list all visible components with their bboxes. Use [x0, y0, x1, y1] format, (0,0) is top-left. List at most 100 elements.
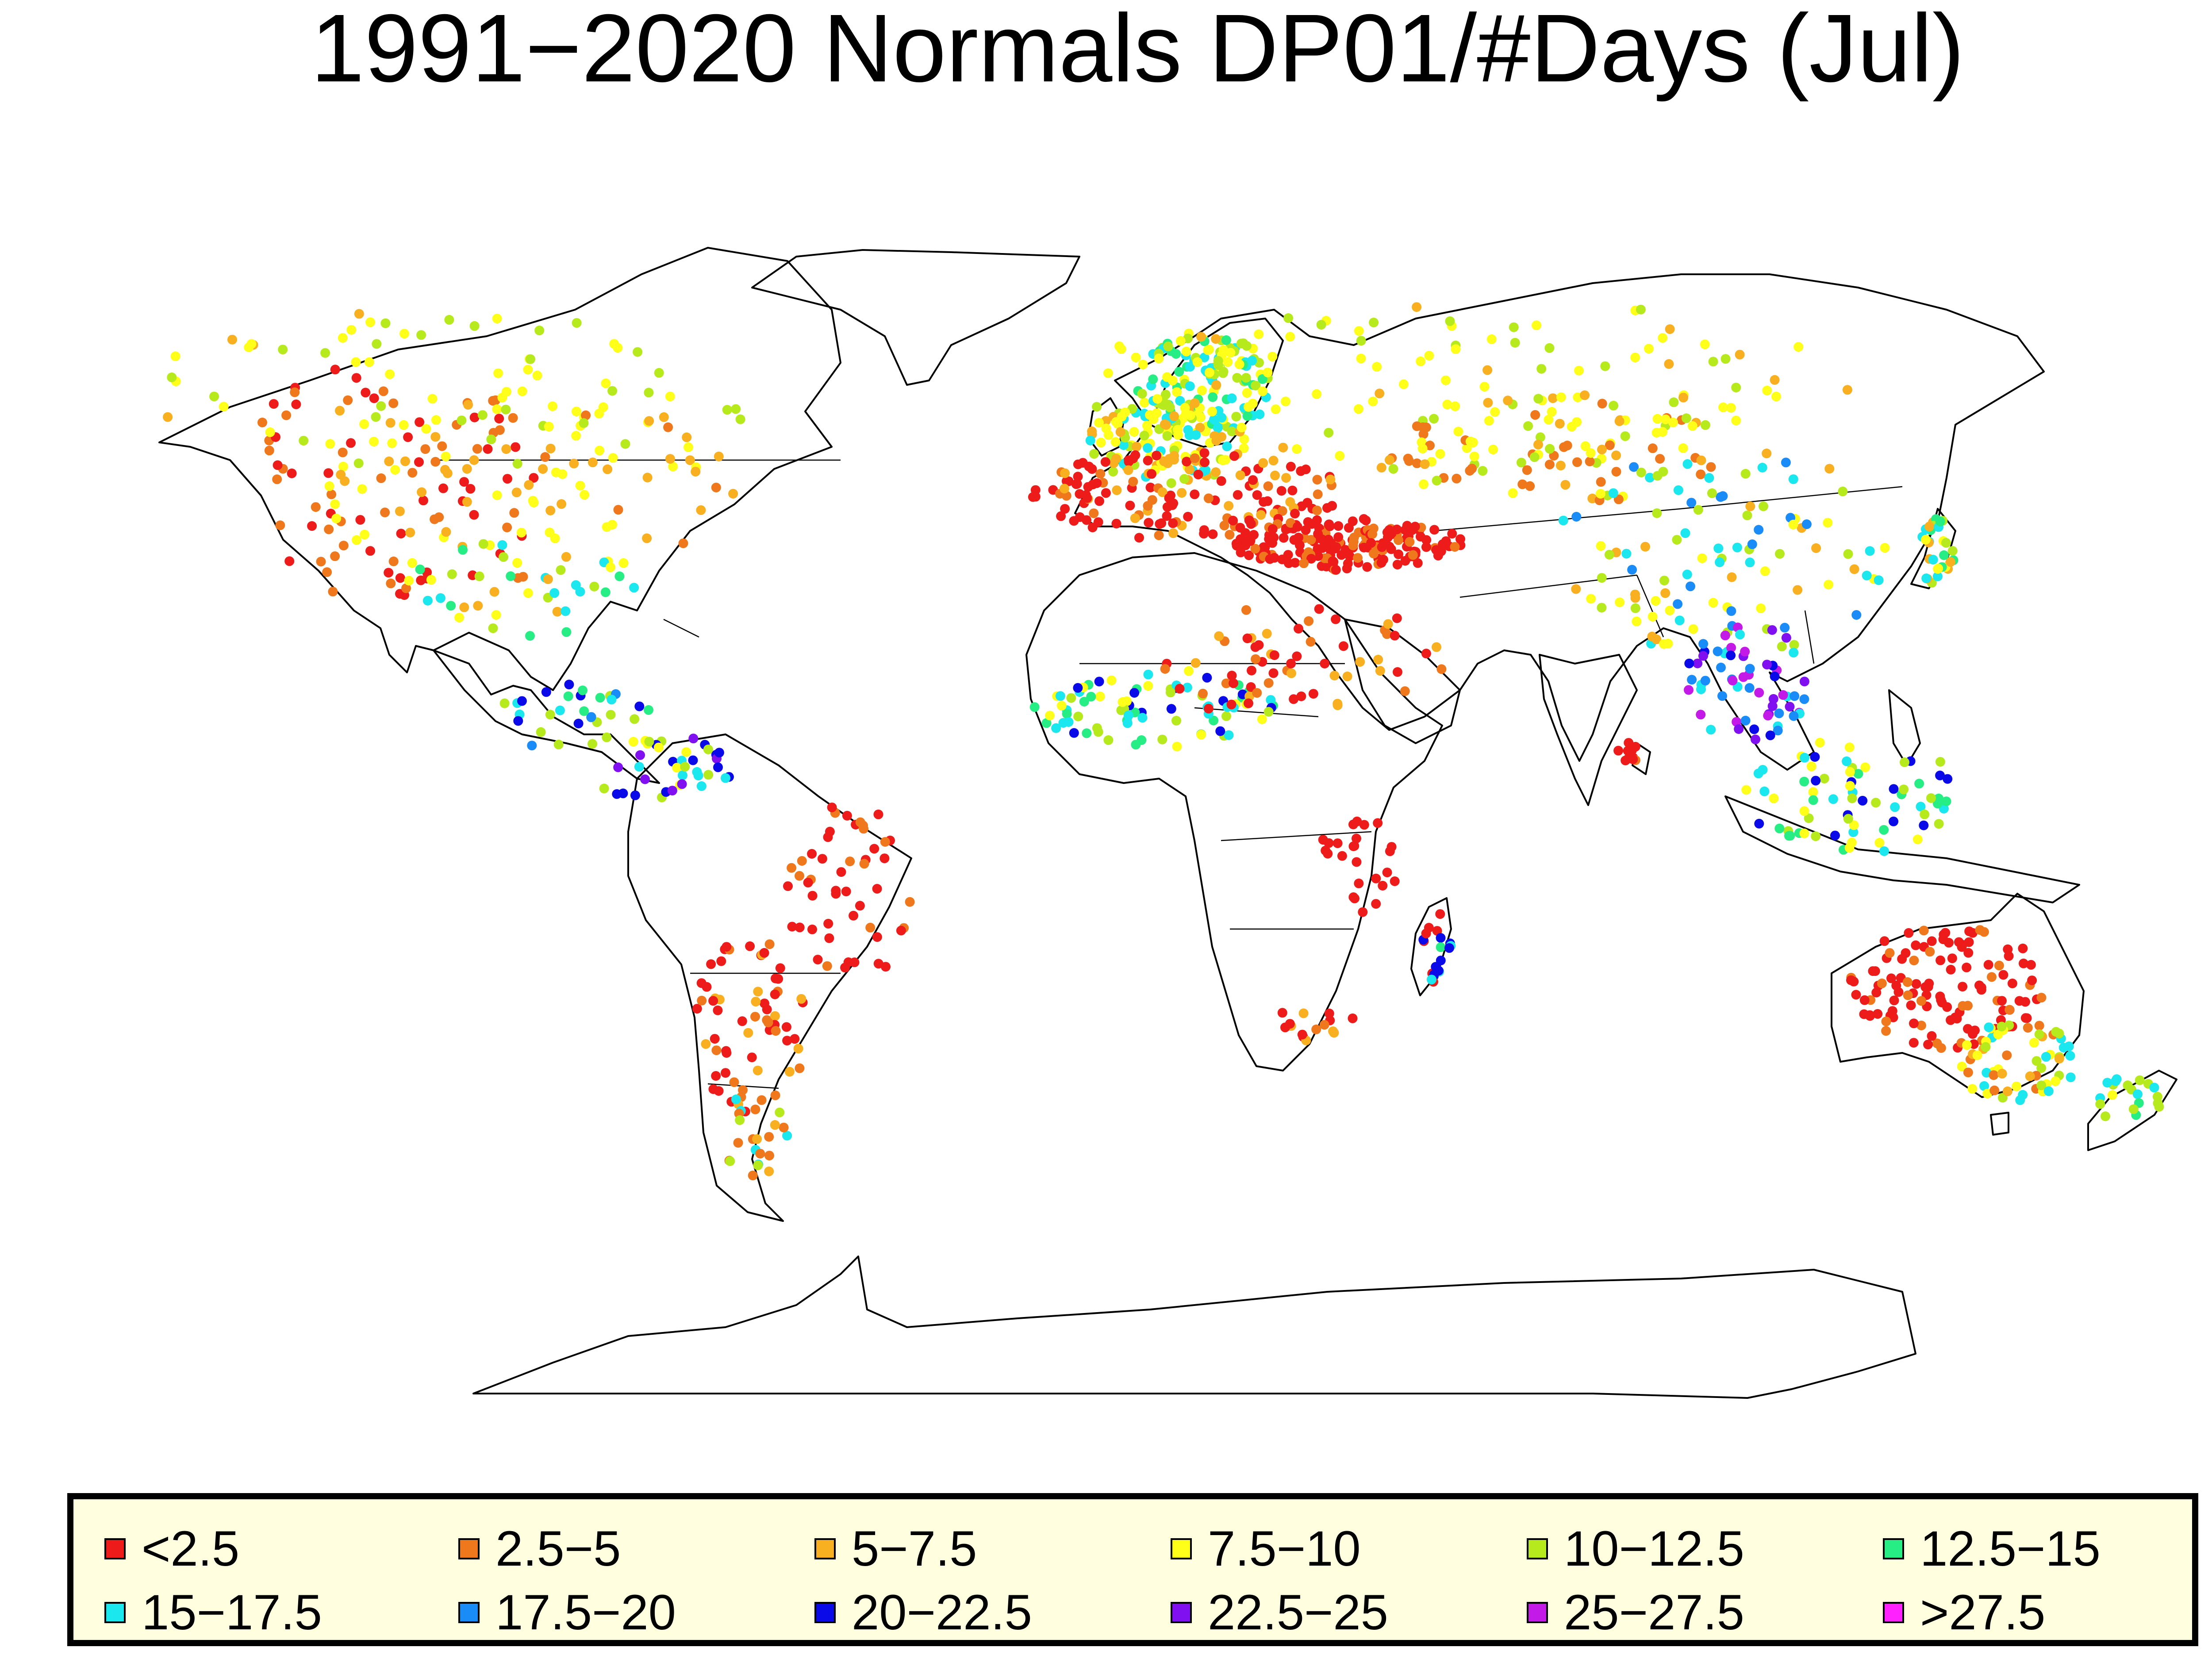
station-point [1621, 549, 1632, 559]
station-point [1424, 350, 1434, 361]
station-point [1597, 603, 1607, 613]
station-point [1120, 407, 1130, 418]
station-point [1726, 606, 1736, 616]
station-point [2005, 1005, 2015, 1015]
station-point [1266, 695, 1276, 705]
station-point [338, 461, 348, 472]
station-point [1328, 1026, 1338, 1037]
station-point [822, 961, 832, 971]
station-point [388, 557, 399, 566]
station-point [1939, 929, 1949, 940]
station-point [711, 483, 721, 492]
station-point [540, 452, 550, 462]
station-point [1673, 485, 1683, 495]
station-point [359, 419, 369, 429]
station-point [1331, 542, 1341, 552]
station-point [573, 718, 584, 729]
station-point [640, 774, 650, 784]
station-point [1306, 554, 1316, 564]
station-point [497, 392, 507, 403]
station-point [438, 483, 448, 493]
station-point [1152, 394, 1163, 404]
station-point [731, 404, 741, 414]
station-point [1927, 936, 1937, 946]
station-point [501, 404, 511, 415]
station-point [1172, 741, 1182, 752]
station-point [1731, 383, 1741, 392]
station-point [1286, 461, 1296, 472]
station-point [1372, 362, 1382, 372]
legend-label: 17.5−20 [495, 1585, 676, 1640]
station-point [849, 910, 859, 921]
station-point [1353, 553, 1363, 563]
station-point [1613, 745, 1624, 756]
station-point [1767, 701, 1778, 711]
station-point [1239, 443, 1249, 453]
station-point [386, 578, 396, 588]
station-point [581, 410, 591, 420]
station-point [1849, 564, 1859, 574]
station-point [787, 922, 797, 932]
station-point [1997, 1068, 2007, 1079]
station-point [1190, 398, 1200, 408]
station-point [1277, 554, 1287, 564]
station-point [1451, 344, 1461, 354]
station-point [1367, 529, 1377, 539]
station-point [361, 388, 371, 398]
station-point [1964, 937, 1974, 947]
station-point [589, 581, 599, 591]
station-point [1793, 342, 1804, 352]
station-point [469, 455, 479, 465]
station-point [1390, 876, 1400, 886]
station-point [807, 891, 818, 901]
station-point [873, 809, 883, 819]
station-point [757, 1095, 767, 1105]
station-point [2032, 1056, 2042, 1066]
station-point [1706, 462, 1716, 472]
station-point [564, 680, 574, 690]
station-point [1455, 534, 1465, 544]
station-point [692, 1004, 702, 1014]
station-point [492, 314, 502, 324]
station-point [457, 415, 467, 426]
india-outline [1539, 654, 1638, 806]
station-point [1352, 816, 1362, 826]
station-point [1257, 714, 1267, 724]
station-point [478, 539, 488, 549]
station-point [1450, 401, 1460, 411]
station-point [1947, 546, 1958, 556]
station-point [1191, 430, 1201, 440]
station-point [1788, 519, 1798, 530]
station-point [444, 315, 454, 325]
station-point [1239, 434, 1249, 444]
station-point [595, 445, 605, 456]
station-point [1871, 798, 1881, 808]
station-point [601, 378, 611, 388]
station-point [1545, 444, 1555, 454]
station-point [325, 439, 335, 449]
station-point [1706, 725, 1716, 735]
station-point [1921, 534, 1931, 545]
station-point [549, 588, 560, 598]
station-point [1354, 404, 1363, 414]
station-point [326, 489, 337, 499]
station-point [737, 1016, 747, 1026]
station-point [1167, 376, 1178, 386]
africa-outline [1025, 552, 1443, 1071]
station-point [1700, 676, 1710, 686]
station-point [1271, 404, 1281, 415]
station-point [265, 427, 275, 437]
legend-label: 25−27.5 [1564, 1585, 1744, 1640]
station-point [561, 606, 571, 616]
station-point [759, 948, 769, 958]
station-point [1595, 489, 1605, 499]
station-point [536, 727, 546, 737]
station-point [1658, 333, 1668, 343]
station-point [1665, 605, 1675, 615]
station-point [1628, 754, 1638, 764]
station-point [1144, 518, 1154, 528]
station-point [462, 497, 472, 507]
station-point [2018, 943, 2028, 953]
station-point [1375, 388, 1385, 399]
station-point [316, 557, 326, 567]
